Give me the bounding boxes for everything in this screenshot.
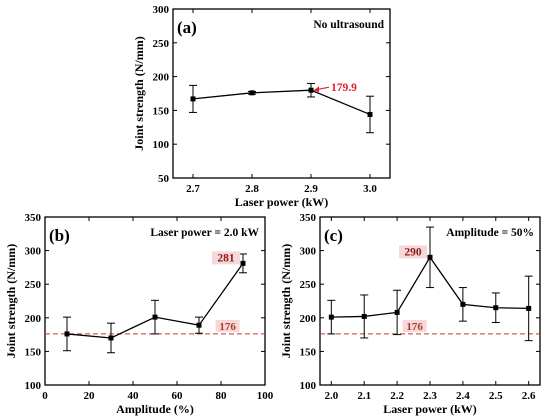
panel-label: (b) bbox=[49, 226, 70, 245]
x-tick-label: 2.5 bbox=[489, 390, 503, 402]
y-tick-label: 250 bbox=[25, 279, 42, 291]
y-tick-label: 150 bbox=[300, 346, 317, 358]
data-point bbox=[249, 90, 255, 96]
y-tick-label: 350 bbox=[25, 212, 42, 224]
reference-label: 176 bbox=[406, 321, 423, 333]
data-point bbox=[367, 111, 373, 117]
series-line bbox=[192, 89, 371, 116]
x-tick-label: 2.1 bbox=[357, 390, 371, 402]
y-tick-label: 50 bbox=[158, 173, 170, 185]
data-point bbox=[240, 260, 246, 266]
x-tick-label: 2.7 bbox=[186, 183, 200, 195]
data-point bbox=[64, 331, 70, 337]
y-tick-label: 300 bbox=[300, 246, 317, 258]
data-point bbox=[526, 305, 532, 311]
data-point bbox=[196, 322, 202, 328]
y-axis-title: Joint strength (N/mm) bbox=[132, 36, 146, 150]
y-tick-label: 150 bbox=[25, 346, 42, 358]
x-tick-label: 20 bbox=[84, 390, 96, 402]
y-tick-label: 100 bbox=[25, 380, 42, 392]
y-axis-title: Joint strength (N/mm) bbox=[279, 244, 293, 358]
y-axis-title: Joint strength (N/mm) bbox=[4, 244, 18, 358]
value-label-bg bbox=[212, 251, 240, 265]
panel-b: 100 150 200 250 300 350 0 20 40 60 80 100 Amplitude … bbox=[4, 212, 274, 416]
value-label: 281 bbox=[217, 252, 235, 264]
y-tick-label: 300 bbox=[153, 4, 170, 16]
x-tick-label: 2.0 bbox=[324, 390, 338, 402]
plot-frame bbox=[44, 216, 266, 386]
data-point bbox=[361, 313, 367, 319]
value-label-bg bbox=[399, 245, 427, 259]
x-tick-label: 0 bbox=[42, 390, 48, 402]
x-tick-label: 2.2 bbox=[390, 390, 404, 402]
data-point bbox=[190, 96, 196, 102]
data-point bbox=[328, 314, 334, 320]
data-point bbox=[394, 309, 400, 315]
x-axis-title: Laser power (kW) bbox=[383, 402, 477, 416]
x-tick-label: 40 bbox=[128, 390, 140, 402]
x-tick-label: 2.6 bbox=[522, 390, 536, 402]
y-tick-label: 250 bbox=[153, 38, 170, 50]
x-axis-title: Laser power (kW) bbox=[235, 195, 329, 209]
data-point bbox=[460, 301, 466, 307]
panel-annotation: No ultrasound bbox=[313, 19, 384, 31]
data-point bbox=[108, 335, 114, 341]
x-tick-label: 2.3 bbox=[423, 390, 437, 402]
x-tick-label: 2.8 bbox=[245, 183, 259, 195]
x-axis-title: Amplitude (%) bbox=[116, 402, 194, 416]
x-tick-label: 2.4 bbox=[456, 390, 470, 402]
x-tick-label: 80 bbox=[216, 390, 228, 402]
panel-annotation: Amplitude = 50% bbox=[446, 227, 534, 239]
reference-label-bg bbox=[215, 319, 240, 332]
y-tick-label: 250 bbox=[300, 279, 317, 291]
data-point bbox=[427, 254, 433, 260]
x-tick-label: 3.0 bbox=[363, 183, 377, 195]
y-tick-label: 200 bbox=[300, 313, 317, 325]
y-tick-label: 200 bbox=[153, 72, 170, 84]
plot-frame bbox=[172, 8, 391, 179]
panel-label: (c) bbox=[324, 226, 343, 245]
x-tick-label: 2.9 bbox=[304, 183, 318, 195]
data-point bbox=[493, 305, 499, 311]
x-tick-label: 60 bbox=[172, 390, 184, 402]
y-tick-label: 200 bbox=[25, 313, 42, 325]
reference-label-bg bbox=[402, 319, 427, 332]
x-tick-label: 100 bbox=[257, 390, 274, 402]
value-label: 179.9 bbox=[331, 82, 357, 94]
data-point bbox=[308, 87, 314, 93]
reference-label: 176 bbox=[219, 321, 236, 333]
panel-label: (a) bbox=[177, 18, 197, 37]
value-label: 290 bbox=[404, 246, 422, 258]
data-point bbox=[152, 314, 158, 320]
panel-a: 50 100 150 200 250 300 2.7 2.8 2.9 3.0 Laser power… bbox=[132, 4, 391, 209]
y-tick-label: 350 bbox=[300, 212, 317, 224]
y-tick-label: 100 bbox=[300, 380, 317, 392]
y-tick-label: 100 bbox=[153, 139, 170, 151]
panel-annotation: Laser power = 2.0 kW bbox=[150, 227, 259, 239]
value-arrowhead bbox=[314, 86, 320, 93]
panel-c: 100 150 200 250 300 350 2.0 2.1 2.2 2.3 2.4 2.5 2.6 L… bbox=[279, 212, 541, 416]
y-tick-label: 300 bbox=[25, 246, 42, 258]
y-tick-label: 150 bbox=[153, 105, 170, 117]
